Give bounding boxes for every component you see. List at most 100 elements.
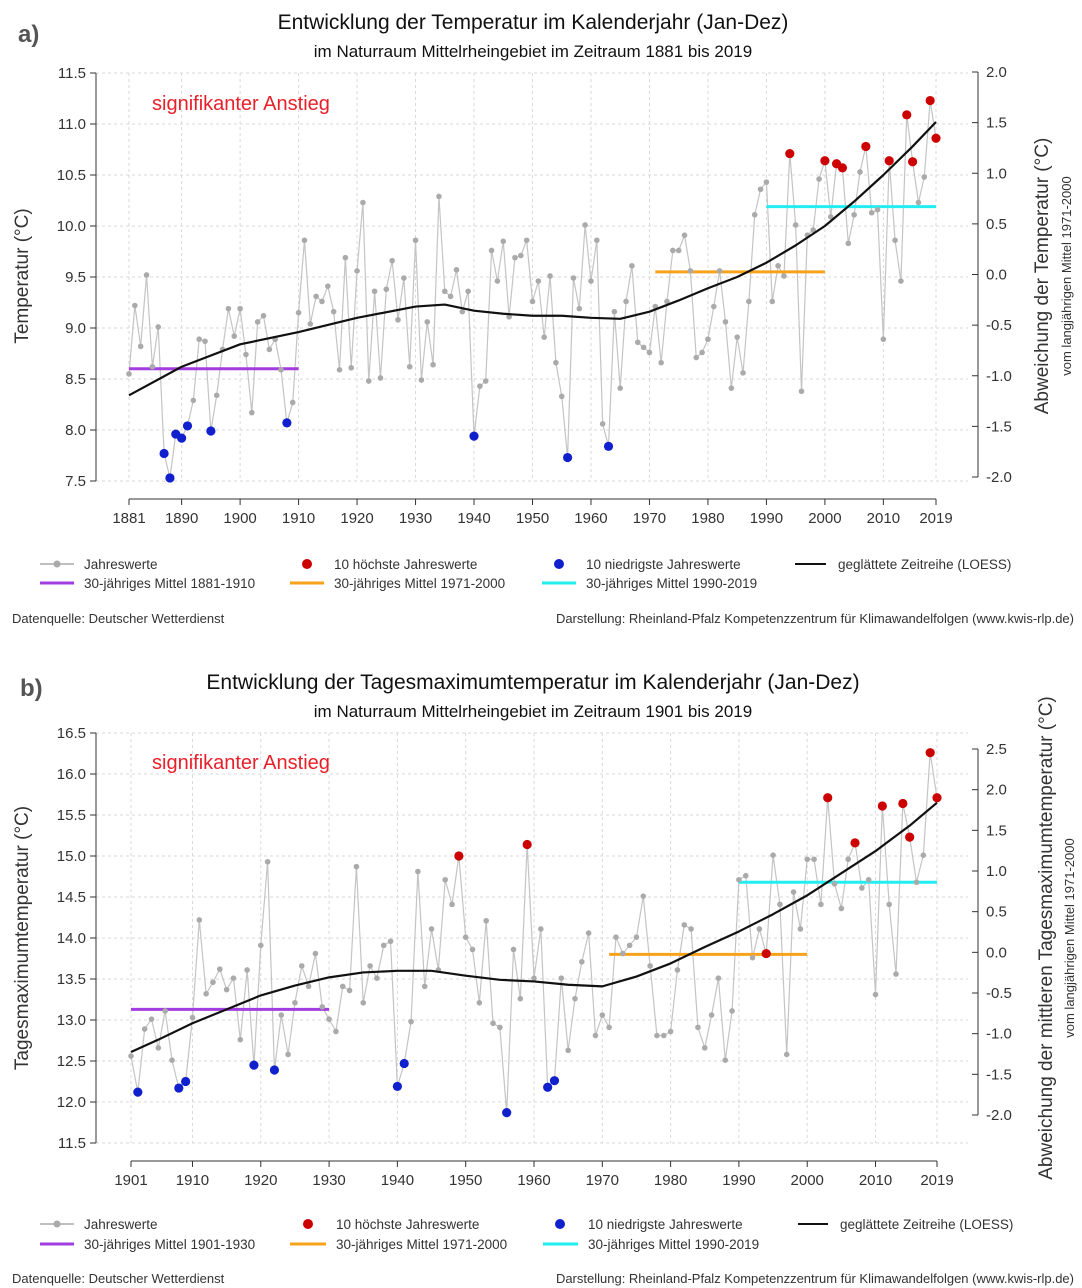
chart-panel-a: a) Entwicklung der Temperatur im Kalende… [12, 11, 1074, 626]
annual-point [476, 999, 483, 1006]
legend: Jahreswerte 10 höchste Jahreswerte 10 ni… [40, 557, 1011, 591]
annual-point [599, 421, 606, 427]
annual-point [716, 268, 723, 274]
annual-point [599, 1012, 606, 1018]
grid [96, 732, 968, 1144]
annual-point [769, 298, 776, 305]
credit: Darstellung: Rheinland-Pfalz Kompetenzze… [556, 1271, 1074, 1286]
legend-mean-3-label: 30-jähriges Mittel 1990-2019 [586, 576, 757, 591]
annual-point [401, 275, 407, 281]
highest-point [861, 141, 871, 152]
y2-tick-label: -1.0 [986, 368, 1012, 385]
legend-lowest-marker [555, 1219, 565, 1229]
y2-axis-subtitle: vom langjährigen Mittel 1971-2000 [1059, 176, 1074, 375]
annual-point [260, 312, 267, 319]
annual-point [353, 863, 360, 870]
annual-point [412, 237, 419, 244]
annual-point [693, 354, 700, 361]
annual-point [319, 1004, 326, 1010]
annual-point [216, 966, 223, 972]
annual-point [512, 254, 518, 261]
annual-point [374, 975, 380, 981]
x-tick-label: 2010 [867, 510, 900, 527]
annual-point [640, 893, 647, 899]
annual-point [674, 967, 681, 973]
lowest-point [603, 441, 614, 451]
highest-point [905, 832, 915, 842]
highest-point [761, 948, 771, 959]
annual-point [851, 211, 857, 218]
annual-point [790, 889, 797, 895]
annual-point [585, 930, 592, 936]
annual-point [500, 238, 507, 245]
annual-point [553, 359, 559, 366]
chart-subtitle: im Naturraum Mittelrheingebiet im Zeitra… [314, 702, 752, 721]
chart-panel-b: b) Entwicklung der Tagesmaximumtemperatu… [12, 671, 1077, 1286]
annual-point [664, 298, 670, 305]
annual-point [141, 1026, 148, 1032]
annual-point [298, 963, 305, 969]
plot-area [126, 95, 941, 483]
lowest-point [182, 421, 193, 431]
annual-point [715, 975, 722, 981]
annual-point [763, 179, 770, 185]
y2-tick-label: -2.0 [986, 1107, 1012, 1124]
annual-point [781, 273, 787, 279]
y-tick-label: 16.0 [57, 766, 86, 783]
annual-point [348, 364, 355, 371]
highest-point [522, 839, 532, 850]
annual-point [319, 298, 325, 305]
annual-point [845, 856, 852, 863]
annual-point [699, 349, 705, 356]
annual-point [646, 349, 653, 356]
annual-point [389, 257, 395, 264]
annual-point [430, 361, 436, 368]
annual-point [827, 214, 834, 220]
annual-point [582, 222, 588, 228]
annual-point [494, 278, 501, 284]
lowest-point [206, 426, 216, 436]
annual-point [523, 237, 530, 244]
legend-mean-2-label: 30-jähriges Mittel 1971-2000 [334, 576, 505, 591]
chart-title: Entwicklung der Temperatur im Kalenderja… [278, 11, 789, 34]
highest-point [785, 148, 795, 159]
legend-mean-3-label: 30-jähriges Mittel 1990-2019 [588, 1237, 759, 1252]
legend-mean-1: 30-jähriges Mittel 1881-1910 [40, 576, 255, 591]
annual-point [687, 268, 694, 274]
legend-annual-marker [53, 560, 61, 568]
annual-point [792, 222, 799, 228]
annual-point [920, 852, 927, 858]
annual-point [189, 1014, 196, 1021]
y2-tick-label: 2.0 [986, 782, 1007, 799]
annual-point [535, 278, 542, 284]
annual-point [749, 954, 756, 961]
legend-annual-label: Jahreswerte [84, 1217, 158, 1232]
highest-point [908, 157, 918, 167]
annual-point [517, 995, 524, 1002]
y2-axis-title: Abweichung der mittleren Tagesmaximumtem… [1036, 696, 1057, 1180]
y-tick-label: 15.0 [57, 848, 86, 865]
annual-point [421, 983, 428, 990]
annual-point [695, 1024, 701, 1031]
y-tick-label: 14.0 [57, 930, 86, 947]
annual-point [380, 942, 387, 949]
highest-point [454, 851, 464, 861]
y2-tick-label: 1.0 [986, 863, 1007, 880]
annual-point [354, 268, 360, 274]
x-tick-label: 1960 [574, 510, 607, 527]
annual-point [681, 232, 688, 238]
y-tick-label: 11.0 [58, 116, 86, 133]
annual-point [477, 383, 483, 389]
annual-point [326, 1016, 332, 1022]
y2-tick-label: 0.0 [986, 267, 1007, 284]
annual-point [488, 247, 495, 254]
annual-point [143, 272, 150, 278]
annual-point [742, 872, 749, 879]
annual-point [675, 247, 682, 254]
annual-point [734, 334, 740, 340]
legend-loess: geglättete Zeitreihe (LOESS) [795, 557, 1011, 572]
lowest-point [249, 1060, 259, 1070]
x-tick-label: 1920 [340, 510, 373, 527]
annual-point [872, 991, 879, 998]
loess-curve [130, 801, 938, 1053]
